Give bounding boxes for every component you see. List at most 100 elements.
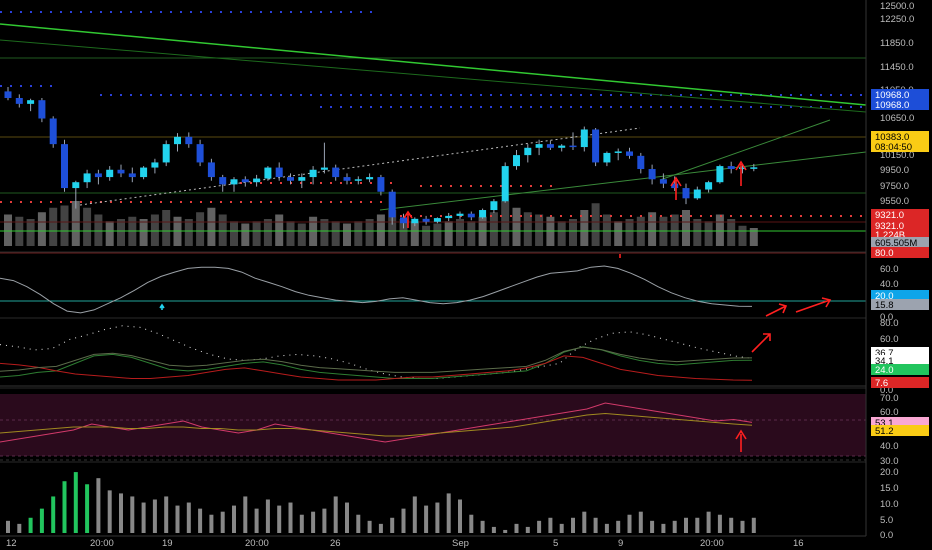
histogram-bar xyxy=(514,523,519,533)
candle-body xyxy=(433,218,441,222)
price-badge: 605.505M xyxy=(875,238,917,249)
volume-bar xyxy=(117,219,125,246)
price-tick-label: 9950.0 xyxy=(880,165,909,176)
candle-body xyxy=(671,183,679,189)
volume-bar xyxy=(433,223,442,246)
candle-body xyxy=(546,144,554,148)
volume-bar xyxy=(704,221,713,246)
candle-body xyxy=(716,166,724,183)
candle-body xyxy=(174,136,181,145)
price-tick-label: 11450.0 xyxy=(880,62,914,73)
hist-tick-label: 20.0 xyxy=(880,467,899,478)
price-tick-label: 10150.0 xyxy=(880,150,914,161)
stoch-badge-bg xyxy=(871,299,929,310)
histogram-bar xyxy=(480,520,485,533)
price-tick-label: 12500.0 xyxy=(880,1,914,12)
histogram-bar xyxy=(491,526,496,533)
candle-body xyxy=(456,213,464,216)
volume-bar xyxy=(376,214,385,246)
volume-bar xyxy=(26,219,35,246)
candle-body xyxy=(580,129,588,148)
histogram-bar xyxy=(661,523,666,533)
volume-bar xyxy=(489,212,498,246)
candle-body xyxy=(637,155,645,170)
candle-body xyxy=(4,91,12,98)
candle-body xyxy=(38,100,46,119)
histogram-bar xyxy=(684,517,688,533)
time-tick-label: 20:00 xyxy=(245,538,269,549)
dmi-badge: 24.0 xyxy=(875,365,894,376)
price-tick-label: 12250.0 xyxy=(880,14,914,25)
time-tick-label: 16 xyxy=(793,538,804,549)
candle-body xyxy=(377,177,385,192)
volume-bar xyxy=(738,225,747,246)
time-tick-label: 19 xyxy=(162,538,173,549)
histogram-bar xyxy=(277,505,282,533)
candle-body xyxy=(727,166,735,170)
candle-body xyxy=(72,182,80,189)
histogram-bar xyxy=(401,508,406,533)
histogram-layer xyxy=(6,472,756,533)
stoch-tick-label: 60.0 xyxy=(880,264,899,275)
price-badge-bg xyxy=(871,220,929,231)
histogram-bar xyxy=(85,484,90,533)
annotation-arrows xyxy=(159,160,832,452)
volume-bar xyxy=(94,214,103,246)
stoch-badge: 15.8 xyxy=(875,300,894,311)
price-badge-bg xyxy=(871,237,929,248)
volume-bar xyxy=(682,210,690,246)
histogram-bar xyxy=(548,517,553,533)
stoch-badge: 80.0 xyxy=(875,248,894,259)
histogram-bar xyxy=(571,517,575,533)
histogram-bar xyxy=(650,520,655,533)
histogram-bar xyxy=(322,508,327,533)
volume-bar xyxy=(83,207,92,246)
histogram-bar xyxy=(39,508,44,533)
up-right-arrow-icon xyxy=(765,303,788,317)
hist-tick-label: 10.0 xyxy=(880,499,899,510)
volume-bar xyxy=(749,228,758,246)
volume-bar xyxy=(162,210,171,246)
dmi-badge: 36.7 xyxy=(875,348,894,359)
candle-body xyxy=(569,145,577,148)
candle-body xyxy=(558,145,566,148)
candle-body xyxy=(49,118,57,145)
histogram-bar xyxy=(28,517,33,533)
histogram-bar xyxy=(288,502,293,533)
marker-icon xyxy=(159,303,165,310)
histogram-bar xyxy=(6,520,10,533)
volume-bar xyxy=(727,219,736,246)
price-badge: 9321.0 xyxy=(875,210,904,221)
candle-body xyxy=(603,152,611,163)
histogram-bar xyxy=(378,523,383,533)
stoch-layer xyxy=(0,265,753,314)
candle-body xyxy=(490,201,498,211)
price-badge: 9321.0 xyxy=(875,221,904,232)
candle-body xyxy=(513,155,520,167)
volume-bar xyxy=(150,214,159,246)
candle-body xyxy=(230,179,238,185)
candle-body xyxy=(422,218,430,222)
volume-bar xyxy=(456,219,464,246)
histogram-bar xyxy=(96,478,101,533)
histogram-bar xyxy=(333,496,338,533)
volume-bar xyxy=(693,219,702,246)
histogram-bar xyxy=(390,517,395,533)
candle-body xyxy=(705,182,713,190)
volume-bar xyxy=(241,223,250,246)
volume-bar xyxy=(648,212,657,246)
time-tick-label: 12 xyxy=(6,538,17,549)
candle-body xyxy=(366,177,374,180)
rsi-band xyxy=(0,394,866,456)
volume-bar xyxy=(591,203,600,246)
candle-body xyxy=(94,173,102,178)
candle-body xyxy=(614,151,622,153)
time-tick-label: Sep xyxy=(452,538,469,549)
rsi-tick-label: 70.0 xyxy=(880,393,899,404)
volume-bar xyxy=(444,221,453,246)
volume-bar xyxy=(715,214,724,246)
histogram-bar xyxy=(412,496,417,533)
histogram-bar xyxy=(593,517,598,533)
histogram-bar xyxy=(469,514,474,533)
